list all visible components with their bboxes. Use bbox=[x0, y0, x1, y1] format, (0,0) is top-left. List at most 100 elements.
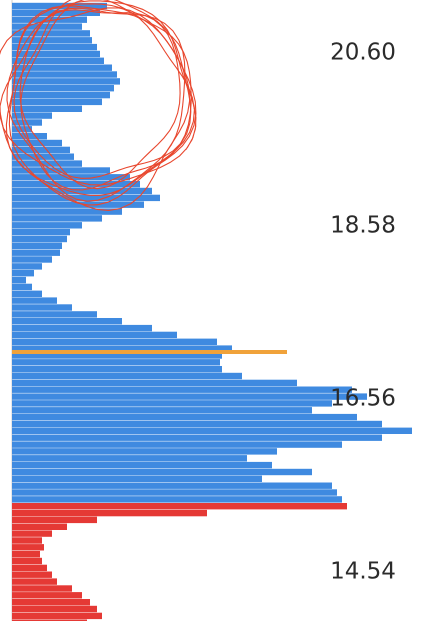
volume-bar bbox=[12, 386, 352, 393]
volume-bar bbox=[12, 85, 114, 92]
volume-bar bbox=[12, 98, 102, 106]
volume-bar bbox=[12, 187, 152, 195]
volume-bar bbox=[12, 181, 140, 188]
volume-bar bbox=[12, 605, 97, 613]
volume-bar bbox=[12, 393, 367, 400]
volume-bar bbox=[12, 283, 32, 291]
volume-bar bbox=[12, 222, 82, 229]
volume-bar bbox=[12, 359, 220, 366]
volume-bar bbox=[12, 352, 222, 359]
volume-bar bbox=[12, 133, 47, 140]
volume-bar bbox=[12, 372, 242, 380]
volume-bar bbox=[12, 304, 72, 311]
volume-bar bbox=[12, 441, 342, 448]
volume-bar bbox=[12, 297, 57, 304]
annotation-stroke bbox=[8, 5, 197, 206]
volume-bar bbox=[12, 489, 337, 496]
volume-bar bbox=[12, 592, 82, 599]
volume-bar bbox=[12, 544, 44, 551]
volume-bar bbox=[12, 126, 32, 133]
volume-bar bbox=[12, 619, 87, 621]
price-tick-label: 14.54 bbox=[330, 559, 396, 585]
annotation-stroke bbox=[0, 7, 191, 211]
volume-bar bbox=[12, 599, 90, 606]
volume-bar bbox=[12, 318, 122, 325]
volume-bar bbox=[12, 16, 87, 23]
volume-bar bbox=[12, 400, 332, 407]
volume-bar bbox=[12, 530, 52, 537]
volume-bar bbox=[12, 564, 47, 572]
volume-bar bbox=[12, 201, 144, 208]
volume-bar bbox=[12, 434, 382, 441]
volume-bar bbox=[12, 256, 52, 263]
volume-bar bbox=[12, 420, 382, 428]
volume-bar bbox=[12, 468, 312, 476]
volume-bar bbox=[12, 167, 110, 174]
volume-bar bbox=[12, 160, 82, 167]
price-tick-label: 20.60 bbox=[330, 39, 396, 65]
volume-bar bbox=[12, 345, 232, 352]
volume-bar bbox=[12, 509, 207, 517]
volume-bar bbox=[12, 379, 297, 387]
volume-bar bbox=[12, 290, 42, 297]
volume-bar bbox=[12, 71, 117, 78]
volume-bar bbox=[12, 228, 70, 236]
volume-bar bbox=[12, 537, 42, 544]
volume-bar bbox=[12, 263, 42, 270]
annotation-stroke bbox=[19, 9, 181, 190]
volume-bar bbox=[12, 413, 357, 421]
volume-bar bbox=[12, 427, 412, 434]
price-tick-label: 18.58 bbox=[330, 212, 396, 238]
volume-bar bbox=[12, 448, 277, 455]
volume-bar bbox=[12, 174, 130, 181]
volume-bar bbox=[12, 112, 52, 119]
volume-bar bbox=[12, 30, 90, 37]
volume-bar bbox=[12, 523, 67, 530]
volume-bar bbox=[12, 311, 97, 318]
volume-bar bbox=[12, 215, 102, 222]
volume-bar bbox=[12, 37, 92, 44]
volume-bar bbox=[12, 551, 40, 558]
volume-bar bbox=[12, 242, 62, 249]
annotation-stroke bbox=[13, 0, 192, 179]
point-of-control-bar bbox=[12, 350, 287, 354]
hand-drawn-circle-annotation bbox=[0, 0, 197, 211]
volume-bar bbox=[12, 64, 112, 71]
volume-bar bbox=[12, 455, 247, 462]
volume-bar bbox=[12, 91, 110, 99]
volume-bar bbox=[12, 557, 42, 565]
volume-bar bbox=[12, 366, 222, 373]
volume-bar bbox=[12, 139, 62, 147]
volume-bar bbox=[12, 235, 67, 243]
volume-bar bbox=[12, 146, 70, 154]
volume-bar bbox=[12, 50, 100, 58]
volume-bar bbox=[12, 461, 272, 469]
volume-bar bbox=[12, 270, 34, 277]
volume-bar bbox=[12, 78, 120, 85]
volume-bar bbox=[12, 276, 26, 284]
volume-bar bbox=[12, 208, 122, 215]
volume-bar bbox=[12, 496, 342, 503]
volume-bar bbox=[12, 153, 74, 160]
volume-bars bbox=[12, 2, 412, 621]
volume-bar bbox=[12, 57, 104, 64]
volume-bar bbox=[12, 407, 312, 414]
volume-bar bbox=[12, 324, 152, 332]
volume-bar bbox=[12, 482, 332, 489]
volume-bar bbox=[12, 578, 57, 585]
volume-bar bbox=[12, 503, 347, 510]
price-tick-labels: 20.60 18.58 16.56 14.54 bbox=[330, 39, 396, 584]
volume-bar bbox=[12, 331, 177, 339]
price-tick-label: 16.56 bbox=[330, 385, 396, 411]
volume-bar bbox=[12, 585, 72, 592]
volume-bar bbox=[12, 338, 217, 345]
annotation-stroke bbox=[20, 0, 192, 191]
volume-bar bbox=[12, 571, 52, 578]
annotation-stroke bbox=[0, 0, 197, 186]
volume-bar bbox=[12, 612, 102, 620]
volume-bar bbox=[12, 43, 97, 51]
volume-bar bbox=[12, 475, 262, 482]
volume-bar bbox=[12, 249, 60, 256]
annotation-stroke bbox=[6, 7, 186, 202]
